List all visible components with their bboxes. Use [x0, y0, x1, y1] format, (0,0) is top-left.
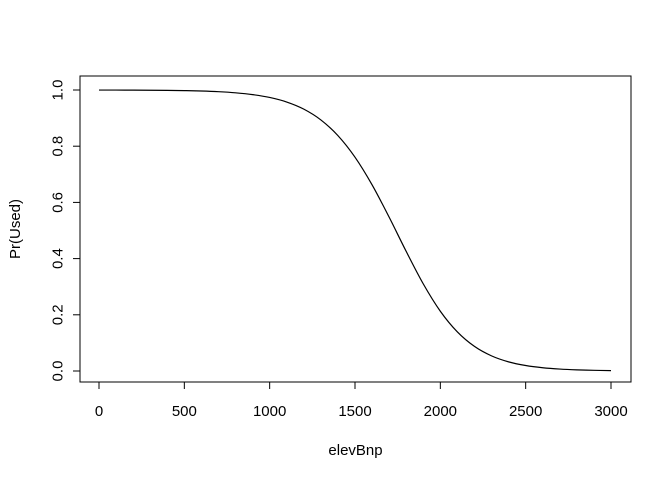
data-point [371, 184, 372, 185]
data-point [508, 361, 509, 362]
data-point [115, 89, 116, 90]
data-point [610, 370, 611, 371]
data-point [525, 365, 526, 366]
data-point [133, 90, 134, 91]
data-point [491, 355, 492, 356]
y-axis: 0.0 0.2 0.4 0.6 0.8 1.0 [50, 80, 81, 382]
data-point [201, 90, 202, 91]
data-point [440, 311, 441, 312]
data-point [542, 367, 543, 368]
data-point [184, 90, 185, 91]
data-point [457, 331, 458, 332]
x-axis-label: elevBnp [328, 442, 382, 459]
data-point [218, 91, 219, 92]
y-tick-label: 0.4 [50, 248, 67, 269]
x-tick-label: 2000 [424, 403, 457, 420]
y-tick-label: 0.8 [50, 136, 67, 157]
x-tick-label: 2500 [509, 403, 542, 420]
data-point [474, 346, 475, 347]
y-axis-label: Pr(Used) [7, 199, 24, 259]
x-tick-label: 0 [95, 403, 103, 420]
series-line [98, 89, 612, 372]
x-tick-label: 500 [172, 403, 197, 420]
x-tick-label: 1000 [253, 403, 286, 420]
data-point [337, 135, 338, 136]
data-point [150, 90, 151, 91]
data-point [303, 109, 304, 110]
data-point [98, 89, 99, 90]
data-point [269, 97, 270, 98]
data-point [593, 370, 594, 371]
data-point [389, 217, 390, 218]
x-tick-label: 1500 [338, 403, 371, 420]
plot-frame [79, 75, 632, 383]
data-point [167, 90, 168, 91]
y-tick-label: 0.2 [50, 304, 67, 325]
series-points [98, 89, 611, 371]
y-tick-label: 0.6 [50, 192, 67, 213]
data-point [286, 101, 287, 102]
data-point [559, 368, 560, 369]
data-point [406, 251, 407, 252]
data-point [576, 369, 577, 370]
data-point [354, 157, 355, 158]
data-point [423, 283, 424, 284]
y-tick-label: 1.0 [50, 80, 67, 101]
x-tick-label: 3000 [594, 403, 627, 420]
x-axis: 0 500 1000 1500 2000 2500 3000 [95, 381, 628, 420]
data-point [252, 94, 253, 95]
data-point [320, 119, 321, 120]
data-point [235, 92, 236, 93]
y-tick-label: 0.0 [50, 361, 67, 382]
